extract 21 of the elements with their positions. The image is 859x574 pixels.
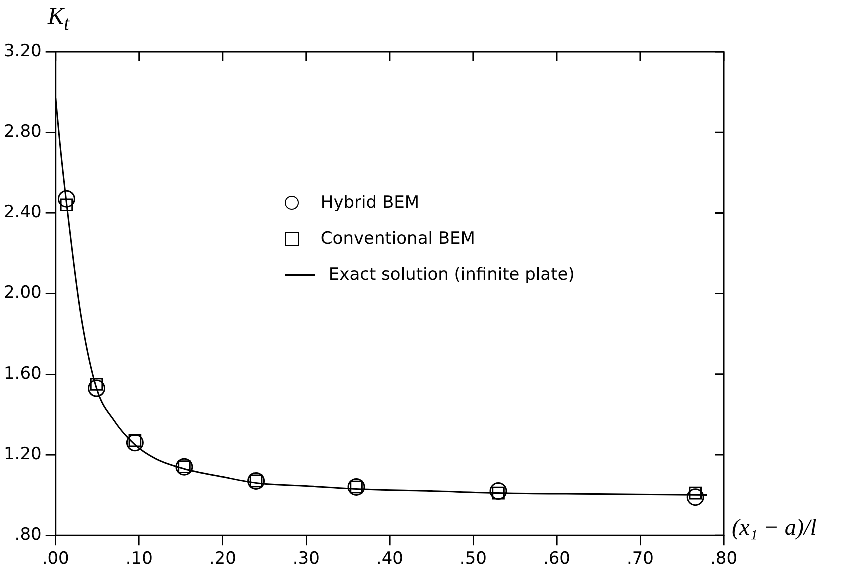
legend-label: Conventional BEM xyxy=(320,228,476,249)
y-tick-label: 1.20 xyxy=(4,444,42,464)
x-tick-label: .80 xyxy=(710,549,738,570)
x-tick-label: .00 xyxy=(42,549,70,570)
legend-label: Hybrid BEM xyxy=(320,192,420,213)
y-tick-label: 2.40 xyxy=(4,202,42,223)
legend-label: Exact solution (infinite plate) xyxy=(328,264,575,285)
x-tick-label: .70 xyxy=(626,549,654,570)
y-tick-label: 2.00 xyxy=(4,283,42,304)
x-tick-label: .30 xyxy=(292,549,320,570)
y-tick-label: 3.20 xyxy=(4,41,42,62)
x-tick-label: .40 xyxy=(376,549,404,570)
y-tick-label: .80 xyxy=(14,525,42,546)
y-tick-label: 1.60 xyxy=(4,364,42,384)
y-axis-title: K$_{t}$ xyxy=(48,4,70,36)
x-tick-label: .50 xyxy=(460,549,487,570)
x-tick-label: .10 xyxy=(126,549,153,570)
x-tick-label: .20 xyxy=(209,549,236,570)
x-axis-title: (x₁ − a)/l xyxy=(732,515,817,541)
y-tick-label: 2.80 xyxy=(4,122,42,142)
x-tick-label: .60 xyxy=(543,549,570,570)
